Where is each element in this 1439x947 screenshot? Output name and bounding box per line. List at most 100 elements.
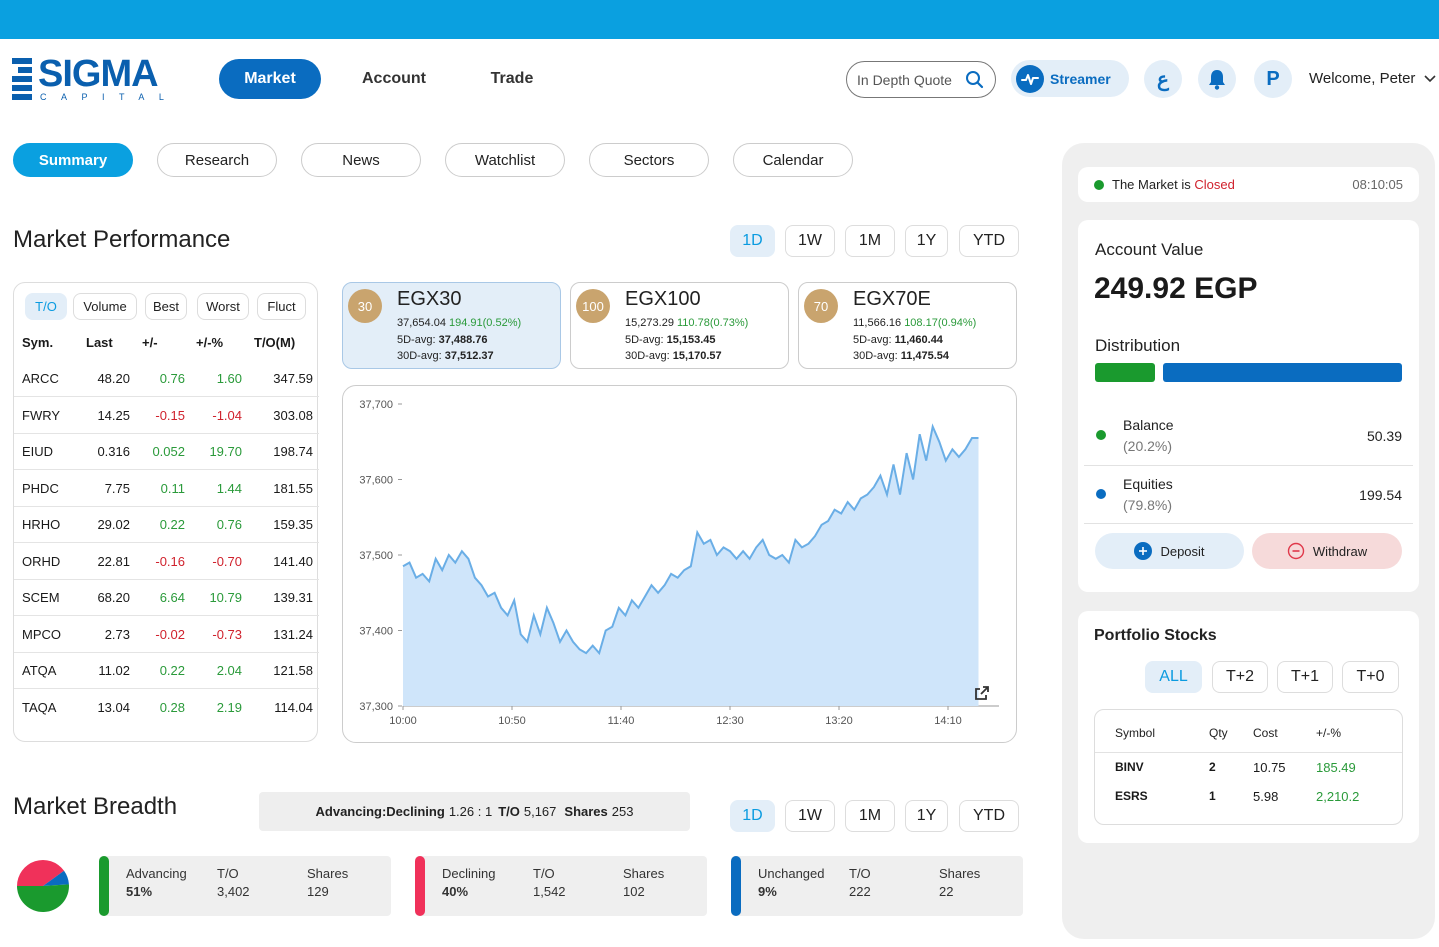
portfolio-table: Symbol Qty Cost +/-% BINV 2 10.75 185.49…	[1094, 709, 1403, 825]
x-tick-label: 14:10	[934, 715, 962, 727]
breadth-period-1w[interactable]: 1W	[785, 800, 835, 832]
cell-to: 121.58	[273, 663, 313, 678]
unchanged-pct: 9%	[758, 884, 777, 899]
advancing-card: Advancing 51% T/O 3,402 Shares 129	[99, 856, 391, 916]
cell-to: 181.55	[273, 480, 313, 496]
filter-fluct[interactable]: Fluct	[257, 293, 306, 320]
portfolio-change-pct: 2,210.2	[1316, 789, 1360, 804]
advancing-to-label: T/O	[217, 866, 239, 881]
series-area	[403, 426, 979, 706]
cell-sym: MPCO	[22, 626, 61, 642]
index-30d-avg: 15,170.57	[672, 350, 722, 362]
notifications-button[interactable]	[1198, 60, 1236, 98]
index-30d-label: 30D-avg:	[625, 350, 670, 362]
portfolio-filter-t2[interactable]: T+2	[1212, 661, 1268, 693]
minus-circle-icon	[1287, 542, 1305, 560]
col-symbol[interactable]: Sym.	[22, 335, 54, 350]
index-card-egx100[interactable]: 100 EGX100 15,273.29 110.78(0.73%) 5D-av…	[570, 282, 789, 369]
language-label: ع	[1157, 68, 1169, 91]
breadth-period-1y[interactable]: 1Y	[905, 800, 948, 832]
portfolio-row[interactable]: ESRS 1 5.98 2,210.2	[1095, 782, 1402, 811]
tab-calendar[interactable]: Calendar	[733, 143, 853, 177]
in-depth-quote-search[interactable]: In Depth Quote	[846, 61, 996, 98]
perf-period-1y[interactable]: 1Y	[905, 225, 948, 257]
col-last[interactable]: Last	[86, 335, 113, 350]
table-row[interactable]: FWRY 14.25 -0.15 -1.04 303.08	[14, 398, 319, 434]
tab-sectors[interactable]: Sectors	[589, 143, 709, 177]
cell-last: 29.02	[97, 517, 130, 532]
portfolio-row[interactable]: BINV 2 10.75 185.49	[1095, 753, 1402, 782]
streamer-button[interactable]: Streamer	[1011, 60, 1129, 97]
advancing-shares: 129	[307, 884, 329, 899]
col-turnover[interactable]: T/O(M)	[254, 335, 296, 350]
cell-last: 68.20	[97, 590, 130, 605]
market-breadth-title: Market Breadth	[13, 793, 178, 820]
table-row[interactable]: MPCO 2.73 -0.02 -0.73 131.24	[14, 617, 319, 653]
index-card-egx70e[interactable]: 70 EGX70E 11,566.16 108.17(0.94%) 5D-avg…	[798, 282, 1017, 369]
sigma-capital-logo[interactable]: SIGMA CAPITAL	[12, 55, 172, 105]
cell-pct: 19.70	[209, 444, 242, 459]
nav-trade[interactable]: Trade	[490, 70, 534, 87]
pulse-icon	[1016, 64, 1044, 93]
filter-best[interactable]: Best	[145, 293, 187, 320]
table-row[interactable]: ARCC 48.20 0.76 1.60 347.59	[14, 361, 319, 397]
distribution-bar-equities	[1163, 363, 1402, 382]
table-row[interactable]: ORHD 22.81 -0.16 -0.70 141.40	[14, 544, 319, 580]
index-name: EGX70E	[853, 288, 931, 310]
nav-market[interactable]: Market	[219, 59, 321, 99]
index-intraday-chart[interactable]: 37,300 37,400 37,500 37,600 37,700 10:00 10:50…	[343, 386, 1016, 742]
divider	[1084, 465, 1413, 466]
tab-summary[interactable]: Summary	[13, 143, 133, 177]
tab-research[interactable]: Research	[157, 143, 277, 177]
deposit-button[interactable]: Deposit	[1095, 533, 1244, 569]
breadth-period-1d[interactable]: 1D	[730, 800, 775, 832]
bell-icon	[1209, 70, 1225, 90]
index-30d-label: 30D-avg:	[853, 350, 898, 362]
declining-label: Declining	[442, 866, 496, 881]
table-row[interactable]: TAQA 13.04 0.28 2.19 114.04	[14, 690, 319, 726]
cell-chg: 0.22	[159, 663, 185, 678]
breadth-period-1m[interactable]: 1M	[845, 800, 895, 832]
expand-icon[interactable]	[974, 685, 990, 701]
cell-pct: 0.76	[216, 517, 242, 532]
pie-slice-unchanged	[43, 870, 69, 886]
perf-period-1w[interactable]: 1W	[785, 225, 835, 257]
breadth-period-ytd[interactable]: YTD	[959, 800, 1019, 832]
filter-volume[interactable]: Volume	[73, 293, 137, 320]
col-change-pct[interactable]: +/-%	[196, 335, 224, 350]
search-icon	[966, 71, 984, 89]
perf-period-1d[interactable]: 1D	[730, 225, 775, 257]
filter-turnover[interactable]: T/O	[25, 293, 67, 320]
index-badge: 100	[576, 289, 610, 323]
table-row[interactable]: SCEM 68.20 6.64 10.79 139.31	[14, 580, 319, 616]
portfolio-filter-t0[interactable]: T+0	[1342, 661, 1399, 693]
profile-avatar[interactable]: P	[1254, 60, 1292, 98]
account-value-label: Account Value	[1095, 240, 1204, 259]
table-row[interactable]: ATQA 11.02 0.22 2.04 121.58	[14, 653, 319, 689]
portfolio-filter-all[interactable]: ALL	[1145, 661, 1202, 693]
filter-worst[interactable]: Worst	[197, 293, 249, 320]
perf-period-ytd[interactable]: YTD	[959, 225, 1019, 257]
nav-account[interactable]: Account	[362, 70, 426, 87]
withdraw-button[interactable]: Withdraw	[1252, 533, 1402, 569]
advancing-shares-label: Shares	[307, 866, 349, 881]
tab-watchlist[interactable]: Watchlist	[445, 143, 565, 177]
cell-to: 139.31	[273, 590, 313, 605]
cell-pct: -0.73	[212, 626, 242, 642]
language-toggle-button[interactable]: ع	[1144, 60, 1182, 98]
perf-period-1m[interactable]: 1M	[845, 225, 895, 257]
cell-sym: FWRY	[22, 407, 61, 423]
user-menu[interactable]: Welcome, Peter	[1309, 70, 1437, 87]
index-value: 11,566.16	[853, 317, 902, 329]
col-change[interactable]: +/-	[142, 335, 158, 350]
index-card-egx30[interactable]: 30 EGX30 37,654.04 194.91(0.52%) 5D-avg:…	[342, 282, 561, 369]
portfolio-filter-t1[interactable]: T+1	[1277, 661, 1333, 693]
equities-label: Equities	[1123, 476, 1173, 492]
x-tick-label: 10:50	[498, 715, 526, 727]
table-row[interactable]: PHDC 7.75 0.11 1.44 181.55	[14, 471, 319, 507]
tab-news[interactable]: News	[301, 143, 421, 177]
table-row[interactable]: HRHO 29.02 0.22 0.76 159.35	[14, 507, 319, 543]
unchanged-card: Unchanged 9% T/O 222 Shares 22	[731, 856, 1023, 916]
cell-sym: TAQA	[22, 700, 57, 715]
table-row[interactable]: EIUD 0.316 0.052 19.70 198.74	[14, 434, 319, 470]
